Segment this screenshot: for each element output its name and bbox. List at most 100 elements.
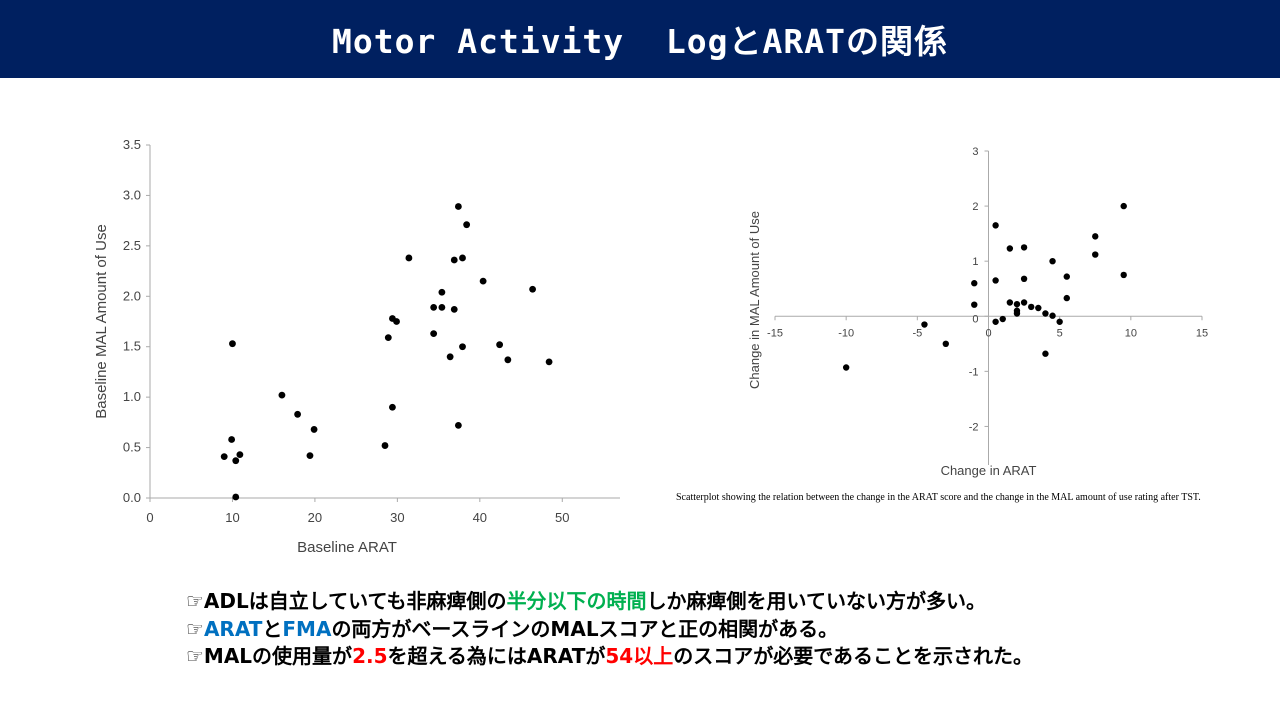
data-point <box>1056 318 1063 325</box>
data-point <box>529 285 536 293</box>
data-point <box>992 277 999 284</box>
data-point <box>1049 312 1056 319</box>
bullet-list: ☞ADLは自立していても非麻痺側の半分以下の時間しか麻痺側を用いていない方が多い… <box>186 588 1033 671</box>
data-point <box>236 451 244 459</box>
y-tick-label: 2.0 <box>123 288 141 303</box>
data-point <box>450 256 458 264</box>
x-tick-label: 0 <box>985 327 991 339</box>
data-point <box>389 403 396 411</box>
bullet-line-1: ☞ADLは自立していても非麻痺側の半分以下の時間しか麻痺側を用いていない方が多い… <box>186 588 1033 616</box>
x-tick-label: 30 <box>390 510 404 525</box>
data-point <box>942 340 949 348</box>
y-tick-label: -2 <box>969 421 979 433</box>
data-point <box>1042 310 1049 317</box>
y-axis-title: Change in MAL Amount of Use <box>747 211 762 389</box>
x-tick-label: 20 <box>308 510 322 525</box>
y-tick-label: 3 <box>972 146 978 158</box>
data-point <box>454 203 462 210</box>
y-tick-label: 1.5 <box>123 339 141 354</box>
data-point <box>1006 299 1014 306</box>
data-point <box>220 453 228 461</box>
data-point <box>921 321 928 328</box>
data-point <box>971 280 978 287</box>
bullet-1-highlight: 半分以下の時間 <box>506 589 647 613</box>
y-tick-label: 2.5 <box>123 238 141 253</box>
data-point <box>971 301 978 308</box>
bullet-3-value-54: 54以上 <box>605 644 674 668</box>
data-point <box>479 277 487 285</box>
bullet-line-2: ☞ARATとFMAの両方がベースラインのMALスコアと正の相関がある。 <box>186 616 1033 644</box>
y-tick-label: 0.5 <box>123 440 141 455</box>
data-point <box>278 391 286 399</box>
x-axis-title: Baseline ARAT <box>297 539 397 556</box>
baseline-scatter-chart: 0 10 20 30 40 50 0.0 0.5 1.0 1.5 2.0 2.5 3.0 3.5 Basel… <box>93 137 620 556</box>
x-tick-label: 5 <box>1057 327 1063 339</box>
data-point <box>229 340 236 348</box>
bullet-1-seg-1: ☞ADLは自立していても非麻痺側の <box>186 589 507 613</box>
data-point <box>450 305 458 313</box>
data-point <box>1120 271 1127 279</box>
x-tick-label: 50 <box>555 510 569 525</box>
x-tick-label: 15 <box>1196 327 1208 339</box>
bullet-2-seg-1: ☞ <box>186 616 204 641</box>
data-point <box>446 353 454 361</box>
data-point <box>1049 257 1056 265</box>
data-point <box>438 303 446 311</box>
data-point <box>1013 300 1021 308</box>
x-tick-label: 0 <box>146 510 153 525</box>
x-tick-label: -10 <box>838 327 854 339</box>
y-axis-title: Baseline MAL Amount of Use <box>93 224 110 419</box>
data-point <box>496 341 504 349</box>
y-tick-label: 2 <box>972 201 978 213</box>
bullet-2-seg-5: の両方がベースラインのMALスコアと正の相関がある。 <box>331 616 839 641</box>
data-point <box>1020 299 1028 306</box>
y-tick-label: 1.0 <box>123 389 141 404</box>
bullet-3-seg-3: を超える為にはARATが <box>387 644 606 668</box>
data-point <box>992 222 999 229</box>
bullet-2-fma: FMA <box>282 616 332 641</box>
x-tick-label: 10 <box>1125 327 1137 339</box>
data-point <box>1120 202 1127 210</box>
x-tick-label: 40 <box>473 510 487 525</box>
x-tick-label: -5 <box>912 327 922 339</box>
bullet-3-seg-1: ☞MALの使用量が <box>186 644 353 668</box>
data-point <box>1063 273 1070 280</box>
data-point <box>232 493 240 501</box>
data-point <box>1092 251 1099 258</box>
data-point <box>504 356 512 364</box>
data-point <box>992 318 999 325</box>
data-point <box>430 303 438 311</box>
data-point <box>1013 310 1021 317</box>
bullet-2-seg-3: と <box>262 616 283 641</box>
slide-title: Motor Activity LogとARATの関係 <box>332 22 948 61</box>
data-point <box>310 426 318 433</box>
data-point <box>306 452 314 460</box>
data-point <box>1035 304 1042 312</box>
data-point <box>999 315 1006 323</box>
data-point <box>438 288 446 296</box>
data-point <box>1028 303 1035 311</box>
data-point <box>232 457 240 465</box>
data-point <box>842 364 850 371</box>
data-point <box>405 254 413 262</box>
data-point <box>459 254 466 262</box>
data-point <box>1063 294 1070 302</box>
y-tick-label: 0 <box>972 313 978 325</box>
bullet-3-seg-5: のスコアが必要であることを示された。 <box>673 644 1034 668</box>
x-tick-label: 10 <box>225 510 239 525</box>
y-tick-label: 0.0 <box>123 490 141 505</box>
data-point <box>228 436 236 443</box>
chart-caption: Scatterplot showing the relation between… <box>676 492 1201 503</box>
y-tick-label: -1 <box>969 366 979 378</box>
data-point <box>545 358 553 366</box>
data-point <box>393 318 400 325</box>
y-tick-label: 1 <box>972 256 978 268</box>
data-point <box>463 221 471 229</box>
data-point <box>381 442 389 449</box>
title-bar: Motor Activity LogとARATの関係 <box>0 0 1280 78</box>
data-point <box>294 410 301 418</box>
data-point <box>384 334 392 342</box>
y-tick-label: 3.5 <box>123 137 141 152</box>
data-point <box>1020 275 1028 283</box>
